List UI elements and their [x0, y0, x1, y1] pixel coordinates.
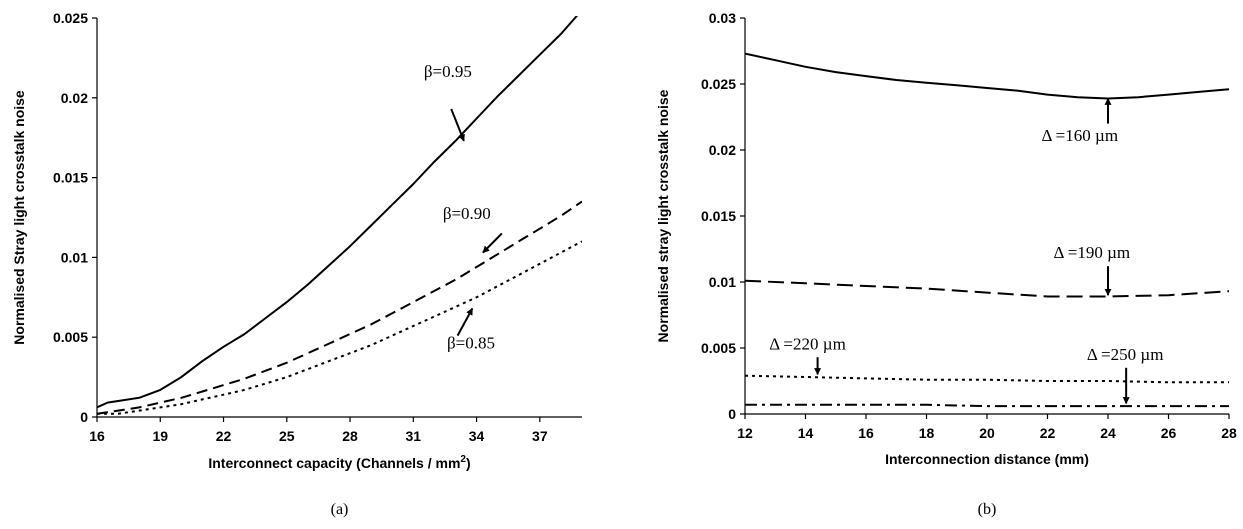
x-axis-label: Interconnection distance (mm) — [885, 451, 1089, 467]
y-tick-label: 0 — [80, 409, 88, 425]
y-axis-label: Normalised Stray light crosstalk noise — [11, 90, 27, 345]
annotation-arrow-2 — [456, 307, 474, 337]
x-tick-label: 16 — [89, 428, 105, 444]
x-tick-label: 28 — [1221, 425, 1237, 441]
chart-panel-a: 0 0.005 0.01 0.015 0.02 0.025 16 19 22 25 28 31 34 37… — [11, 10, 582, 518]
series-line-0 — [97, 16, 579, 409]
y-tick-label: 0.005 — [701, 340, 736, 356]
annotation-label-1: Δ =190 µm — [1054, 243, 1131, 262]
series-line-1 — [97, 200, 582, 415]
x-tick-label: 31 — [406, 428, 422, 444]
series-line-2 — [745, 374, 1229, 384]
y-tick-label: 0.025 — [701, 76, 736, 92]
y-axis-label: Normalised stray light crosstalk noise — [655, 89, 671, 342]
annotation-label-0: Δ =160 µm — [1041, 126, 1118, 145]
x-tick-label: 18 — [919, 425, 935, 441]
x-tick-label: 24 — [1100, 425, 1116, 441]
x-tick-label: 16 — [858, 425, 874, 441]
x-tick-label: 22 — [1040, 425, 1056, 441]
series-line-1 — [745, 279, 1229, 298]
x-tick-label: 20 — [979, 425, 995, 441]
annotation-arrow-1 — [482, 232, 503, 254]
series-line-3 — [745, 403, 1229, 408]
y-tick-label: 0.025 — [53, 10, 88, 26]
annotation-label-2: Δ =220 µm — [769, 334, 846, 353]
chart-panel-b: 0 0.005 0.01 0.015 0.02 0.025 0.03 12 14 16 18 20 22… — [655, 10, 1237, 518]
x-tick-label: 22 — [216, 428, 232, 444]
panel-label: (b) — [978, 501, 997, 518]
x-tick-label: 37 — [532, 428, 548, 444]
y-tick-label: 0.01 — [61, 249, 88, 265]
x-tick-label: 14 — [798, 425, 814, 441]
x-tick-label: 19 — [152, 428, 168, 444]
x-axis-label: Interconnect capacity (Channels / mm2) — [208, 454, 470, 471]
y-tick-label: 0.02 — [61, 90, 88, 106]
x-tick-label: 34 — [469, 428, 485, 444]
annotation-label-1: β=0.90 — [443, 204, 491, 223]
x-tick-label: 26 — [1161, 425, 1177, 441]
y-tick-label: 0.02 — [709, 142, 736, 158]
annotation-arrow-0 — [450, 108, 465, 142]
y-tick-label: 0.01 — [709, 274, 736, 290]
y-tick-label: 0.03 — [709, 10, 736, 26]
series-line-2 — [97, 240, 582, 415]
series-line-0 — [745, 52, 1229, 100]
x-tick-label: 12 — [737, 425, 753, 441]
y-tick-label: 0 — [728, 406, 736, 422]
panel-label: (a) — [331, 501, 349, 518]
y-tick-label: 0.005 — [53, 329, 88, 345]
annotation-label-3: Δ =250 µm — [1087, 345, 1164, 364]
y-tick-label: 0.015 — [53, 170, 88, 186]
x-tick-label: 28 — [342, 428, 358, 444]
annotation-label-2: β=0.85 — [447, 333, 495, 352]
x-tick-label: 25 — [279, 428, 295, 444]
annotation-label-0: β=0.95 — [424, 62, 472, 81]
y-tick-label: 0.015 — [701, 208, 736, 224]
